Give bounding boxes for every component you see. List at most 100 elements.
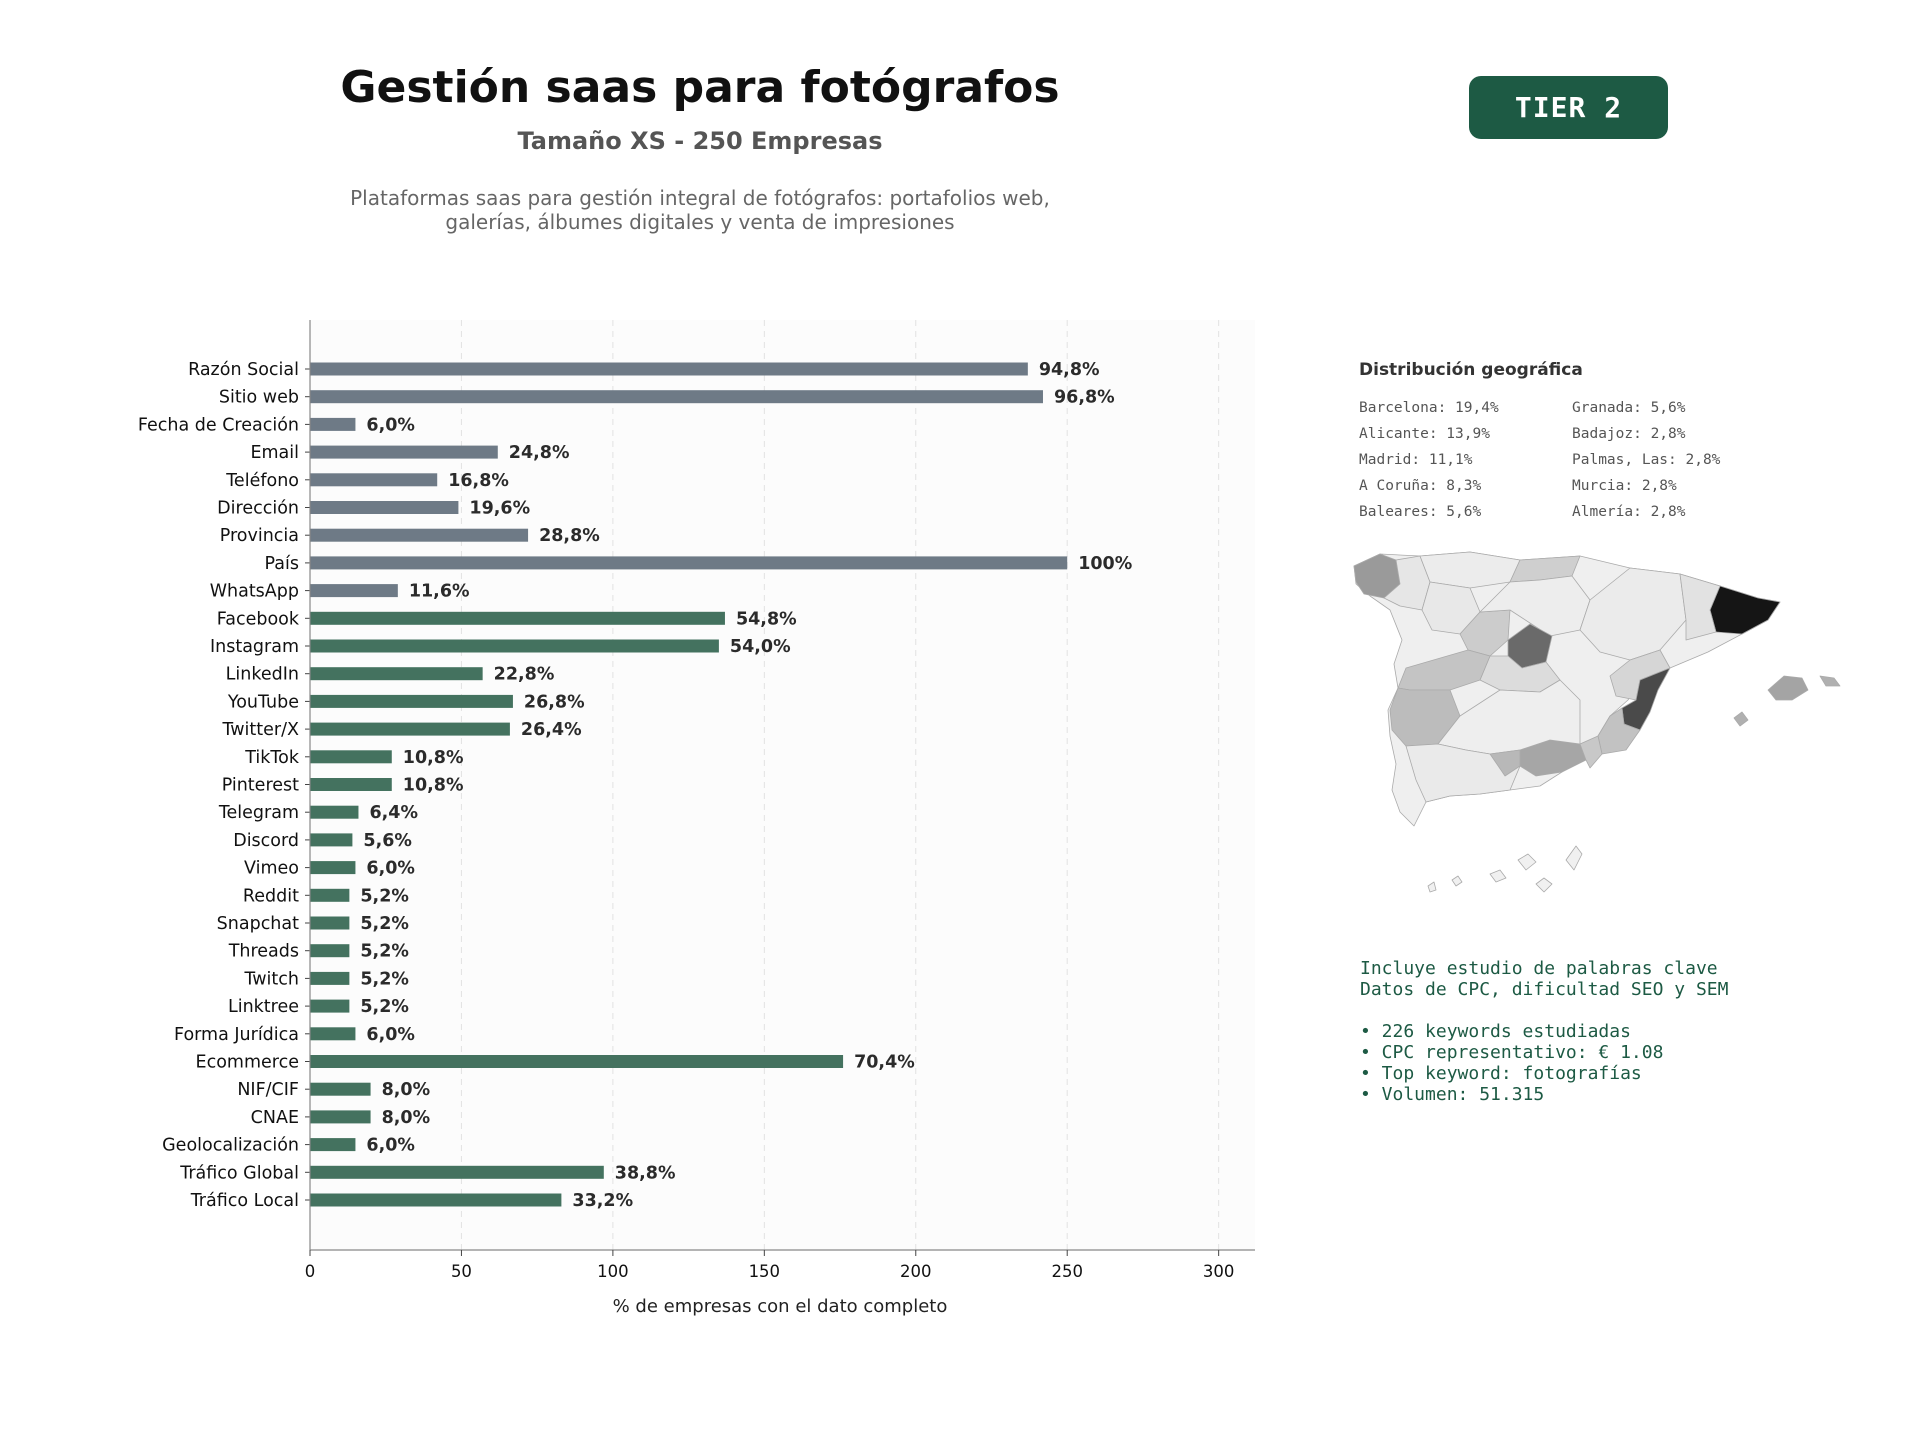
bar-value-label: 10,8% xyxy=(403,748,464,768)
bar xyxy=(310,833,353,847)
geo-item: Baleares: 5,6% xyxy=(1359,504,1482,520)
geo-distribution-title: Distribución geográfica xyxy=(1359,360,1583,380)
category-label: NIF/CIF xyxy=(237,1080,299,1100)
category-label: YouTube xyxy=(227,692,299,712)
category-label: Email xyxy=(250,443,299,463)
map-region-catalonia xyxy=(1679,573,1721,641)
bar xyxy=(310,1193,562,1207)
x-tick-label: 150 xyxy=(749,1262,781,1281)
spain-map xyxy=(1353,551,1841,893)
bar xyxy=(310,916,350,930)
bar xyxy=(310,390,1043,404)
bar-value-label: 70,4% xyxy=(854,1053,915,1073)
map-region-andalucia-west xyxy=(1405,743,1521,803)
category-label: Reddit xyxy=(243,886,299,906)
x-tick-label: 0 xyxy=(305,1262,316,1281)
geo-item: Alicante: 13,9% xyxy=(1359,426,1490,442)
bar-value-label: 11,6% xyxy=(409,582,470,602)
map-region-canarias-west xyxy=(1451,875,1463,887)
bar-value-label: 26,4% xyxy=(521,720,582,740)
bar xyxy=(310,501,459,514)
category-label: Forma Jurídica xyxy=(174,1025,299,1045)
bar-value-label: 10,8% xyxy=(403,776,464,796)
bar-chart: 94,8% 96,8% 6,0% 24,8%16,8% 19,6% 28,8% 100% 11… xyxy=(138,320,1255,1317)
bar xyxy=(310,417,356,431)
page-description: Plataformas saas para gestión integral d… xyxy=(300,186,1100,234)
map-region-murcia xyxy=(1597,707,1641,755)
chart-bars: 94,8% 96,8% 6,0% 24,8%16,8% 19,6% 28,8% 100% 11… xyxy=(310,360,1132,1211)
map-region-las-palmas xyxy=(1517,853,1537,871)
geo-item: Murcia: 2,8% xyxy=(1572,478,1677,494)
category-label: Razón Social xyxy=(188,360,299,380)
map-region-canarias-east xyxy=(1565,845,1583,871)
bar-value-label: 5,2% xyxy=(360,886,409,906)
bar-value-label: 54,8% xyxy=(736,609,797,629)
geo-item: Almería: 2,8% xyxy=(1572,504,1686,520)
x-tick-label: 250 xyxy=(1051,1262,1083,1281)
bar-value-label: 16,8% xyxy=(448,471,509,491)
bar-value-label: 38,8% xyxy=(615,1163,676,1183)
bar-value-label: 96,8% xyxy=(1054,388,1115,408)
keywords-spacer xyxy=(1360,1000,1880,1021)
description-line-1: Plataformas saas para gestión integral d… xyxy=(350,186,1050,210)
keyword-bullet: • 226 keywords estudiadas xyxy=(1360,1021,1631,1042)
category-label: Sitio web xyxy=(219,388,299,408)
bar-value-label: 6,0% xyxy=(366,1136,415,1156)
keyword-bullet: • Top keyword: fotografías xyxy=(1360,1063,1642,1084)
bar xyxy=(310,445,498,459)
x-tick-label: 200 xyxy=(900,1262,932,1281)
bar-value-label: 6,0% xyxy=(366,1025,415,1045)
bar-value-label: 5,6% xyxy=(363,831,412,851)
keywords-summary: Incluye estudio de palabras clave Datos … xyxy=(1360,958,1880,1105)
tier-badge: TIER 2 xyxy=(1469,76,1668,139)
bar-value-label: 6,0% xyxy=(366,859,415,879)
bar xyxy=(310,722,510,736)
bar xyxy=(310,584,398,598)
category-label: CNAE xyxy=(251,1108,299,1128)
category-label: Dirección xyxy=(217,499,299,519)
bar-value-label: 28,8% xyxy=(539,526,600,546)
map-region-jaen xyxy=(1489,749,1521,777)
map-region-menorca xyxy=(1819,675,1841,687)
bar xyxy=(310,999,350,1013)
category-label: Vimeo xyxy=(244,859,299,879)
x-tick-label: 300 xyxy=(1203,1262,1235,1281)
bar-value-label: 22,8% xyxy=(494,665,555,685)
bar xyxy=(310,611,725,625)
geo-item: Granada: 5,6% xyxy=(1572,400,1686,416)
bar xyxy=(310,639,719,653)
bar xyxy=(310,1110,371,1124)
bar xyxy=(310,667,483,681)
x-tick-label: 50 xyxy=(451,1262,472,1281)
category-label: Twitch xyxy=(243,969,299,989)
geo-item: Palmas, Las: 2,8% xyxy=(1572,452,1721,468)
bar xyxy=(310,971,350,985)
map-region-el-hierro xyxy=(1427,881,1437,893)
bar-value-label: 6,4% xyxy=(369,803,418,823)
bar xyxy=(310,1138,356,1152)
bar-value-label: 5,2% xyxy=(360,969,409,989)
bar xyxy=(310,1027,356,1041)
category-label: Twitter/X xyxy=(221,720,299,740)
bar xyxy=(310,694,513,708)
keywords-data-line: Datos de CPC, dificultad SEO y SEM xyxy=(1360,979,1729,1000)
bar-value-label: 8,0% xyxy=(382,1108,431,1128)
category-label: LinkedIn xyxy=(226,665,299,685)
bar-value-label: 5,2% xyxy=(360,914,409,934)
bar-value-label: 33,2% xyxy=(572,1191,633,1211)
bar xyxy=(310,556,1068,570)
bar xyxy=(310,528,529,542)
x-tick-label: 100 xyxy=(597,1262,629,1281)
bar-value-label: 26,8% xyxy=(524,692,585,712)
category-label: Linktree xyxy=(228,997,299,1017)
map-region-mallorca xyxy=(1767,675,1809,701)
bar xyxy=(310,1165,604,1179)
bar-value-label: 6,0% xyxy=(366,415,415,435)
keywords-intro-line: Incluye estudio de palabras clave xyxy=(1360,958,1718,979)
bar xyxy=(310,861,356,875)
keyword-bullet: • CPC representativo: € 1.08 xyxy=(1360,1042,1664,1063)
map-region-almeria xyxy=(1579,735,1603,769)
bar-value-label: 94,8% xyxy=(1039,360,1100,380)
category-label: TikTok xyxy=(244,748,300,768)
chart-grid xyxy=(309,320,1255,1250)
